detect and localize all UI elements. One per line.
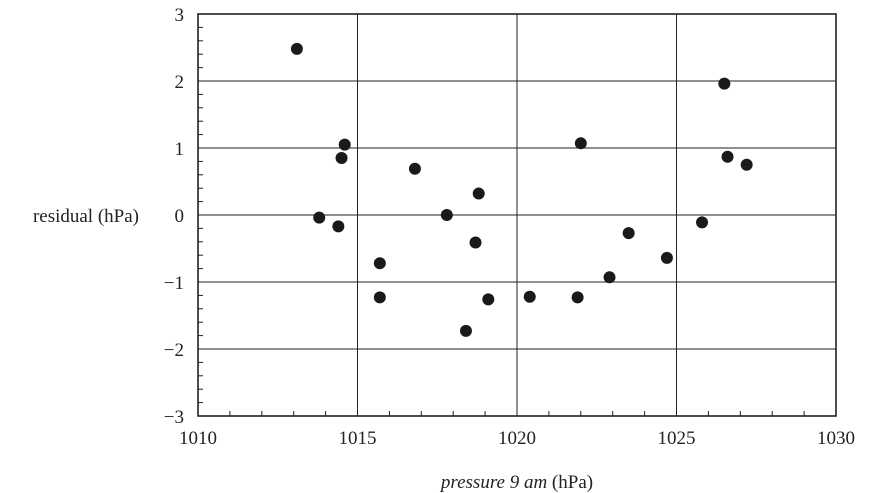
y-tick-label: 0 [175,206,185,227]
x-tick-labels: 1010 1015 1020 1025 1030 [179,428,855,449]
data-point [338,138,351,151]
data-point [459,324,472,337]
data-point [313,211,326,224]
data-point [721,150,734,163]
data-point [408,162,421,175]
y-tick-label: 1 [175,139,185,160]
x-tick-label: 1025 [658,428,696,449]
data-point [696,216,709,229]
data-point [335,152,348,165]
x-axis-title-main: pressure 9 am [439,472,547,493]
data-point [740,158,753,171]
data-point [574,137,587,150]
y-tick-label: −1 [164,273,184,294]
data-point [373,257,386,270]
x-tick-label: 1030 [817,428,855,449]
data-point [523,290,536,303]
y-tick-label: −2 [164,340,184,361]
y-tick-label: 2 [175,72,185,93]
data-point [469,236,482,249]
plot-frame [197,13,837,417]
x-tick-label: 1015 [339,428,377,449]
x-axis-title: pressure 9 am (hPa) [439,472,593,493]
data-point [373,291,386,304]
x-axis-title-unit: (hPa) [547,472,593,493]
data-point [290,42,303,55]
data-point [440,209,453,221]
grid-lines [198,14,836,416]
data-points [290,42,753,337]
y-axis-title: residual (hPa) [33,206,139,227]
data-point [571,291,584,304]
data-point [472,187,485,200]
x-tick-label: 1010 [179,428,217,449]
y-tick-label: −3 [164,407,184,428]
data-point [622,227,635,240]
y-tick-label: 3 [175,5,185,26]
y-tick-labels: −3 −2 −1 0 1 2 3 [164,5,184,428]
data-point [718,77,731,90]
data-point [332,220,345,233]
data-point [603,271,616,284]
x-tick-label: 1020 [498,428,536,449]
data-point [660,251,673,264]
data-point [482,293,495,306]
